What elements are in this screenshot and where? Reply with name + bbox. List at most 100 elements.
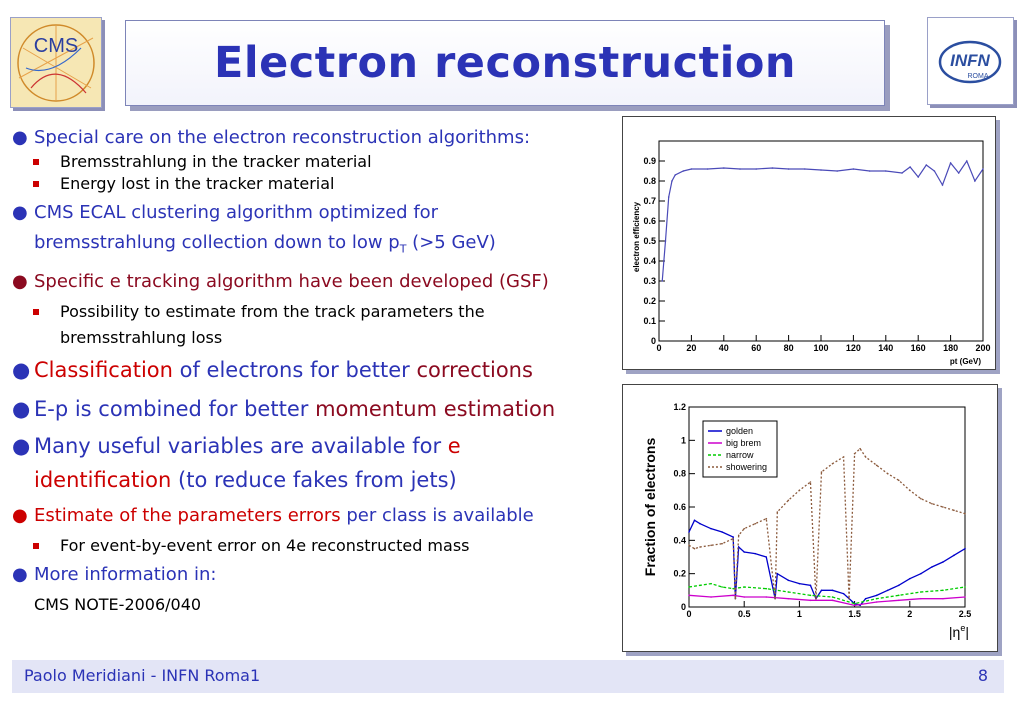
bullet-item: ● Classification of electrons for better… (12, 351, 617, 389)
bullet-text: Estimate of the parameters errors (34, 504, 341, 526)
data-point (820, 471, 823, 473)
data-point (765, 517, 768, 520)
bullet-text: Specific e tracking algorithm have been … (34, 270, 549, 292)
data-point (710, 582, 712, 585)
data-point (809, 481, 812, 483)
bullet-text: momentum estimation (315, 396, 556, 421)
data-point (710, 544, 712, 547)
y-tick-label: 1.2 (673, 402, 686, 412)
bullet-dot: ● (12, 127, 28, 148)
infn-logo-graphic: INFN ROMA (938, 40, 1002, 84)
data-point (765, 587, 768, 590)
infn-logo-text: INFN (950, 51, 990, 70)
data-point (798, 489, 801, 492)
data-point (765, 556, 768, 558)
x-tick-label: 0.5 (738, 609, 751, 619)
legend-label: big brem (726, 438, 761, 448)
y-tick-label: 0 (681, 602, 686, 612)
data-point (864, 456, 867, 458)
data-point (868, 170, 871, 172)
data-point (815, 597, 817, 600)
sub-bullet-text: bremsstrahlung loss (60, 327, 223, 347)
bullet-text: E-p is combined for better (34, 396, 316, 421)
data-point (787, 591, 790, 593)
data-point (739, 168, 741, 170)
data-point (732, 587, 734, 590)
sub-bullet-text: Possibility to estimate from the track p… (60, 301, 485, 321)
legend-label: showering (726, 462, 767, 472)
data-point (732, 594, 734, 597)
footer-author: Paolo Meridiani - INFN Roma1 (24, 666, 261, 685)
title-box: Electron reconstruction (125, 20, 885, 106)
cms-logo-text: CMS (34, 35, 78, 57)
bullet-item: ● More information in: (12, 557, 617, 593)
data-point (831, 589, 834, 592)
y-tick-label: 0.4 (673, 535, 686, 545)
bullet-dot: ● (12, 433, 31, 458)
sub-bullet-marker (33, 181, 39, 187)
bullet-text: corrections (416, 357, 533, 382)
data-point (949, 162, 952, 164)
data-point (776, 572, 779, 575)
data-point (964, 596, 966, 598)
y-tick-label: 0.3 (643, 276, 656, 286)
data-point (842, 456, 845, 458)
data-point (787, 499, 790, 502)
data-point (743, 527, 745, 530)
y-tick-label: 0.6 (673, 502, 686, 512)
bullet-text: e (447, 433, 461, 458)
x-tick-label: 120 (846, 343, 861, 353)
data-point (931, 502, 933, 505)
data-point (957, 172, 960, 174)
data-point (706, 168, 709, 170)
bullet-text: CMS ECAL clustering algorithm optimized … (34, 202, 439, 223)
sub-bullet-marker (33, 308, 39, 315)
bullet-text: Classification (34, 357, 173, 382)
data-point (690, 168, 693, 170)
data-point (710, 596, 712, 598)
data-point (942, 561, 944, 563)
page-title: Electron reconstruction (213, 38, 797, 88)
x-tick-label: 40 (719, 343, 729, 353)
x-axis-label-superscript: e (960, 623, 965, 633)
footer-bar: Paolo Meridiani - INFN Roma1 8 (12, 660, 1004, 693)
efficiency-chart: 0 20 40 60 80 100 120 140 160 180 200 0 0.1 0.2 0.3 0.4… (632, 140, 991, 366)
data-point (885, 170, 887, 172)
bullet-text: (to reduce fakes from jets) (171, 467, 457, 492)
sub-bullet-text: Bremsstrahlung in the tracker material (60, 152, 372, 171)
data-point (964, 512, 966, 515)
fraction-chart-panel: 0 0.5 1 1.5 2 2.5 0 0.2 0.4 0.6 0.8 1 1.2 Fraction of… (622, 384, 998, 652)
x-tick-label: 80 (784, 343, 794, 353)
efficiency-chart-panel: 0 20 40 60 80 100 120 140 160 180 200 0 0.1 0.2 0.3 0.4… (622, 116, 996, 370)
cms-logo-graphic: CMS (17, 24, 95, 102)
data-point (743, 596, 745, 598)
data-point (787, 579, 790, 582)
sub-bullet-marker (33, 542, 39, 549)
data-point (897, 584, 900, 587)
series-line (661, 159, 984, 282)
x-tick-label: 160 (911, 343, 926, 353)
data-point (688, 531, 690, 533)
bullet-text: Special care on the electron reconstruct… (34, 127, 531, 148)
subscript: T (399, 242, 407, 256)
data-point (831, 599, 834, 602)
data-point (897, 599, 900, 602)
data-point (721, 531, 723, 533)
data-point (693, 519, 696, 522)
data-point (688, 594, 690, 597)
bullet-dot: ● (12, 504, 28, 526)
data-point (953, 554, 955, 557)
data-point (664, 240, 667, 242)
data-point (776, 511, 779, 513)
data-point (920, 597, 922, 600)
data-point (875, 464, 878, 467)
data-point (842, 592, 845, 595)
x-axis-label: |ηe| (949, 623, 969, 640)
data-point (897, 479, 900, 482)
x-tick-label: 1.5 (848, 609, 861, 619)
x-tick-label: 140 (878, 343, 893, 353)
sub-bullet-item: For event-by-event error on 4e reconstru… (12, 535, 617, 557)
data-point (688, 544, 690, 547)
data-point (787, 168, 790, 170)
data-point (671, 180, 673, 182)
